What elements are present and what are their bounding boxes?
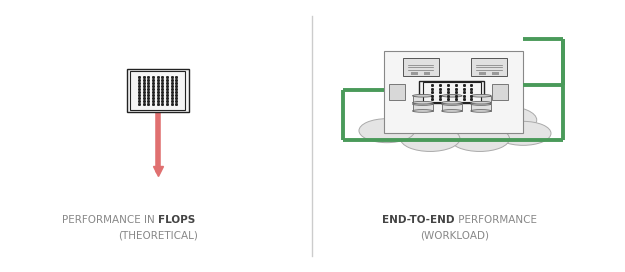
Text: END-TO-END: END-TO-END — [382, 215, 455, 225]
Ellipse shape — [412, 110, 433, 112]
Ellipse shape — [471, 101, 491, 104]
Ellipse shape — [442, 94, 462, 97]
Bar — [479, 72, 486, 75]
Bar — [412, 96, 433, 103]
Text: FLOPS: FLOPS — [158, 215, 195, 225]
Ellipse shape — [442, 110, 462, 112]
Ellipse shape — [471, 103, 491, 105]
Ellipse shape — [412, 103, 433, 105]
Text: (WORKLOAD): (WORKLOAD) — [421, 231, 489, 241]
Circle shape — [450, 126, 509, 152]
Bar — [419, 81, 484, 103]
Circle shape — [472, 106, 537, 134]
Bar — [492, 84, 508, 100]
Circle shape — [379, 114, 444, 142]
Bar — [423, 82, 481, 102]
Bar — [492, 72, 499, 75]
Bar — [384, 51, 523, 133]
Bar — [127, 69, 189, 112]
Circle shape — [417, 95, 493, 129]
Bar — [131, 71, 185, 110]
Bar — [424, 72, 431, 75]
Bar — [471, 96, 491, 103]
Bar — [442, 104, 462, 111]
Bar — [442, 96, 462, 103]
Bar — [471, 104, 491, 111]
Bar — [412, 104, 433, 111]
Text: PERFORMANCE IN: PERFORMANCE IN — [62, 215, 158, 225]
Ellipse shape — [412, 94, 433, 97]
Text: (THEORETICAL): (THEORETICAL) — [118, 231, 198, 241]
Bar — [389, 84, 406, 100]
Bar — [411, 72, 418, 75]
Ellipse shape — [471, 94, 491, 97]
Text: PERFORMANCE: PERFORMANCE — [455, 215, 537, 225]
Circle shape — [401, 126, 460, 152]
Ellipse shape — [471, 110, 491, 112]
Ellipse shape — [412, 101, 433, 104]
Bar — [471, 58, 507, 76]
Ellipse shape — [442, 103, 462, 105]
Bar — [403, 58, 439, 76]
Circle shape — [495, 121, 551, 145]
Circle shape — [359, 119, 415, 143]
Ellipse shape — [442, 101, 462, 104]
